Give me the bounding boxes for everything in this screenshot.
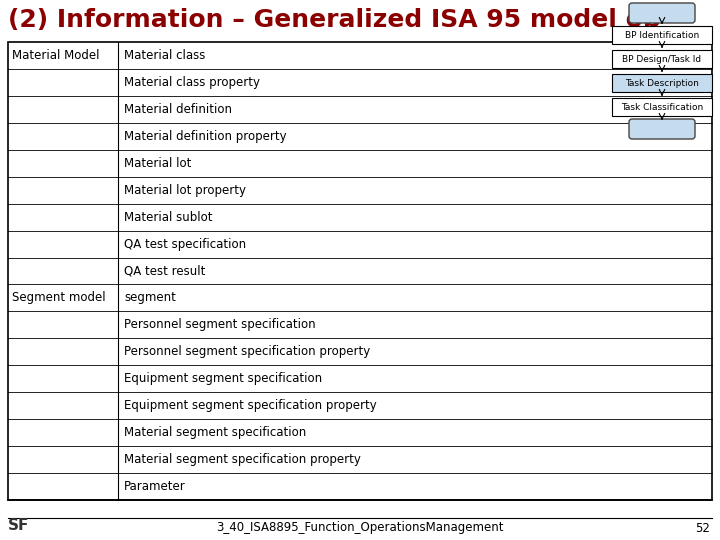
Text: Material class property: Material class property [124,76,260,89]
Text: Material definition: Material definition [124,103,232,116]
Text: Material sublot: Material sublot [124,211,212,224]
Text: Task Classification: Task Classification [621,103,703,111]
Text: Material definition property: Material definition property [124,130,287,143]
Text: SF: SF [8,518,30,534]
Text: segment: segment [124,292,176,305]
Text: QA test result: QA test result [124,265,205,278]
FancyBboxPatch shape [629,119,695,139]
Text: QA test specification: QA test specification [124,238,246,251]
Text: Material lot property: Material lot property [124,184,246,197]
Text: Equipment segment specification property: Equipment segment specification property [124,399,377,412]
Text: 52: 52 [695,522,710,535]
FancyBboxPatch shape [612,98,712,116]
Text: Equipment segment specification: Equipment segment specification [124,372,322,385]
Text: 3_40_ISA8895_Function_OperationsManagement: 3_40_ISA8895_Function_OperationsManageme… [216,522,504,535]
Text: Personnel segment specification property: Personnel segment specification property [124,345,370,359]
Text: Personnel segment specification: Personnel segment specification [124,319,315,332]
Text: Task Description: Task Description [625,78,699,87]
Text: BP Design/Task Id: BP Design/Task Id [622,55,701,64]
Text: Parameter: Parameter [124,480,186,493]
Text: BP Identification: BP Identification [625,30,699,39]
Text: Material Model: Material Model [12,49,99,62]
Bar [8,42,712,500]
FancyBboxPatch shape [612,50,712,68]
Text: Material segment specification: Material segment specification [124,426,306,439]
Text: Segment model: Segment model [12,292,106,305]
Text: (2) Information – Generalized ISA 95 model ob: (2) Information – Generalized ISA 95 mod… [8,8,661,32]
Text: Material segment specification property: Material segment specification property [124,453,361,466]
Text: Material class: Material class [124,49,205,62]
FancyBboxPatch shape [612,26,712,44]
FancyBboxPatch shape [612,74,712,92]
Text: Material lot: Material lot [124,157,192,170]
FancyBboxPatch shape [629,3,695,23]
